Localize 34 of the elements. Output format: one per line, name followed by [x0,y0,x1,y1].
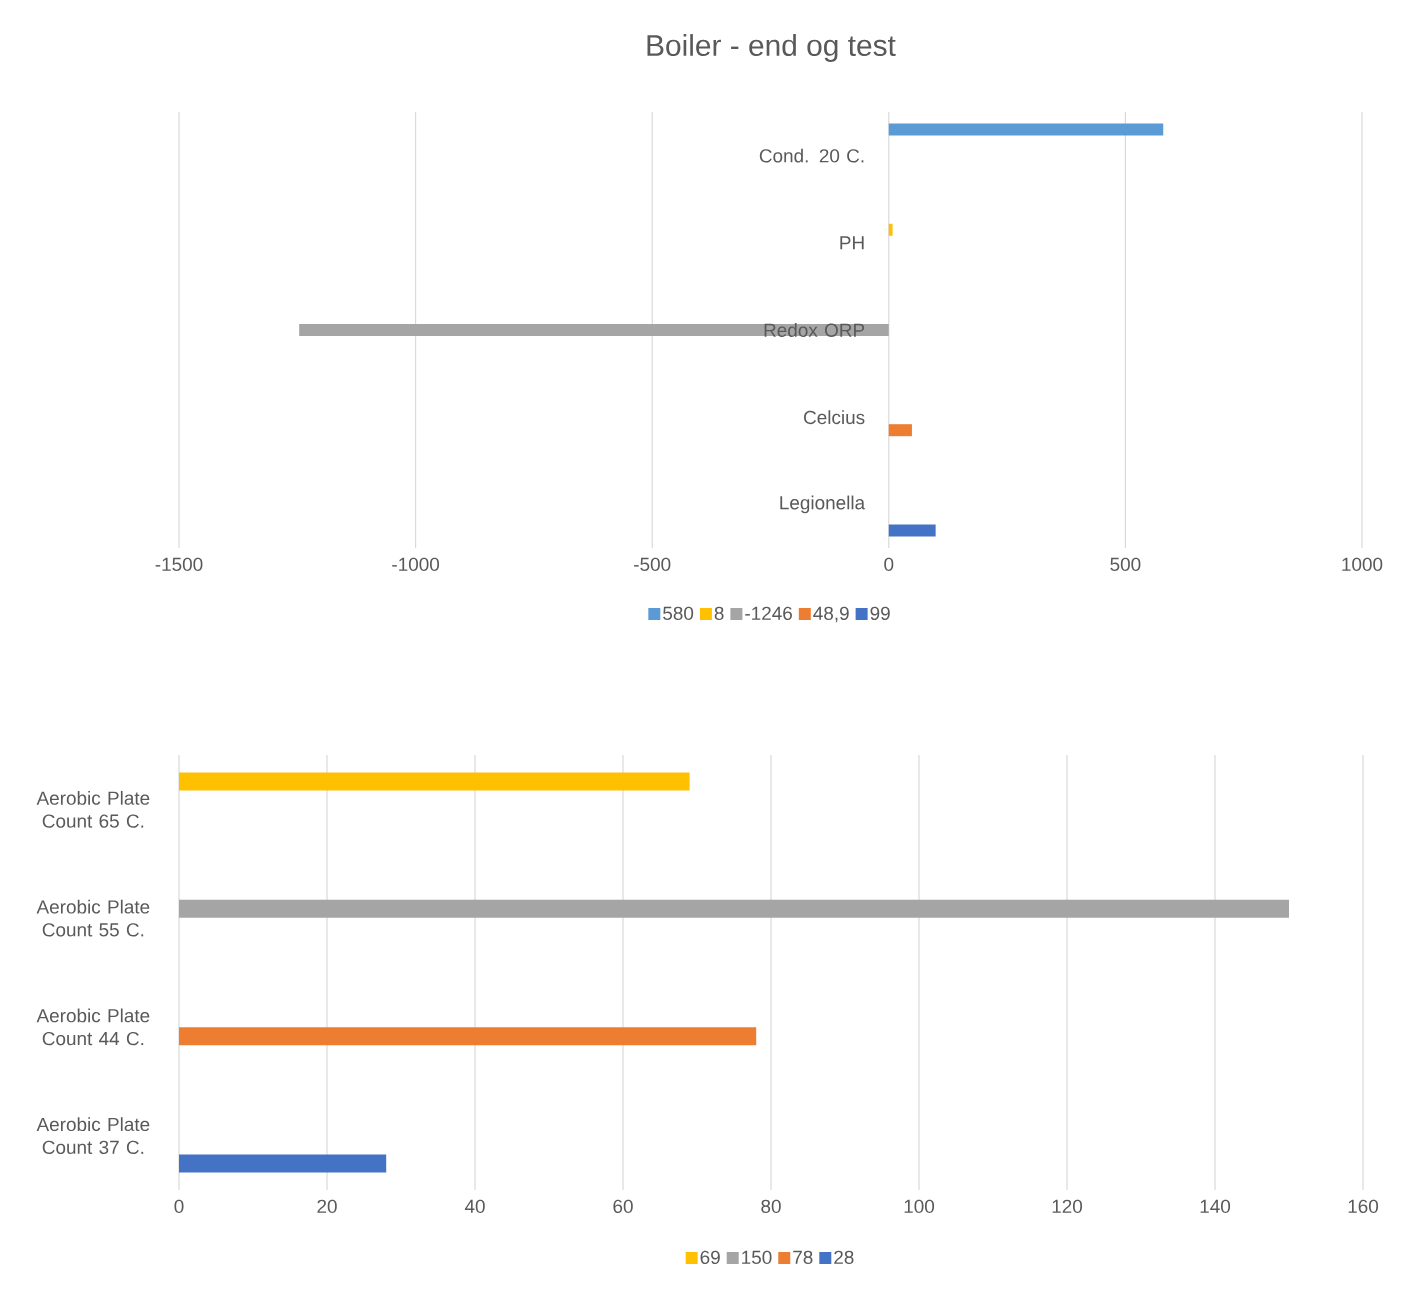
x-tick-label: 100 [904,1199,935,1214]
y-tick-label: Redox ORP [764,323,865,337]
x-tick-label: 160 [1348,1199,1379,1214]
x-tick-label: 20 [317,1199,337,1214]
x-tick-label: 60 [613,1199,633,1214]
y-tick-label: Aerobic Plate Count 44 C. [36,1008,150,1046]
x-tick-label: 500 [1110,557,1141,572]
legend-label: 69 [700,1250,720,1265]
y-tick-label: Celcius [804,410,865,425]
x-tick-label: -500 [634,557,671,572]
y-tick-label: Aerobic Plate Count 65 C. [36,790,150,828]
x-tick-label: 40 [464,1199,485,1214]
y-tick-label: Cond. 20 C. [759,148,864,163]
x-tick-label: 0 [884,557,894,572]
x-tick-label: 140 [1200,1199,1231,1214]
y-tick-label: Aerobic Plate Count 37 C. [36,1117,150,1155]
legend-label: 99 [870,606,890,621]
legend-label: 8 [714,606,724,621]
y-tick-label: Legionella [780,495,866,514]
legend-label: 48,9 [813,606,849,623]
x-tick-label: -1000 [392,557,440,572]
legend-label: 580 [663,606,694,621]
legend-label: -1246 [745,606,792,621]
legend-label: 28 [834,1250,854,1265]
y-tick-label: PH [840,236,864,250]
legend-label: 78 [793,1250,813,1265]
x-tick-label: 0 [174,1199,184,1214]
x-tick-label: 80 [761,1199,781,1214]
x-tick-label: -1500 [155,557,203,572]
x-tick-label: 1000 [1342,557,1383,572]
legend-label: 150 [742,1250,772,1265]
chart-title: Boiler - end og test [647,34,896,62]
y-tick-label: Aerobic Plate Count 55 C. [36,899,150,937]
x-tick-label: 120 [1052,1199,1083,1214]
